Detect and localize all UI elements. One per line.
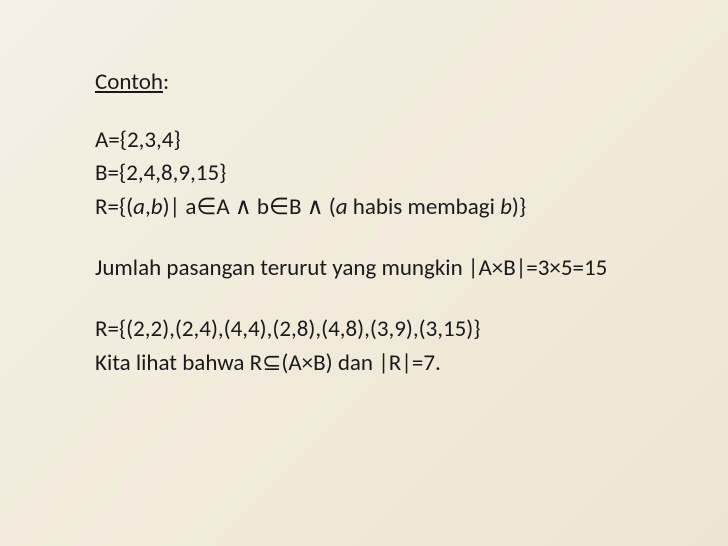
title-colon: :: [163, 68, 169, 96]
slide: Contoh: A={2,3,4} B={2,4,8,9,15} R={(a,b…: [0, 0, 728, 546]
count-line: Jumlah pasangan terurut yang mungkin |A×…: [95, 252, 653, 285]
spacer-2: [95, 285, 653, 313]
relation-set: R={(2,2),(2,4),(4,4),(2,8),(4,8),(3,9),(…: [95, 313, 653, 346]
set-b: B={2,4,8,9,15}: [95, 157, 653, 190]
spacer-1: [95, 224, 653, 252]
slide-title: Contoh:: [95, 68, 653, 96]
relation-def: R={(a,b)| a∈A ∧ b∈B ∧ (a habis membagi b…: [95, 191, 653, 224]
title-word: Contoh: [95, 68, 163, 96]
conclusion: Kita lihat bahwa R⊆(A×B) dan |R|=7.: [95, 347, 653, 380]
set-a: A={2,3,4}: [95, 124, 653, 157]
